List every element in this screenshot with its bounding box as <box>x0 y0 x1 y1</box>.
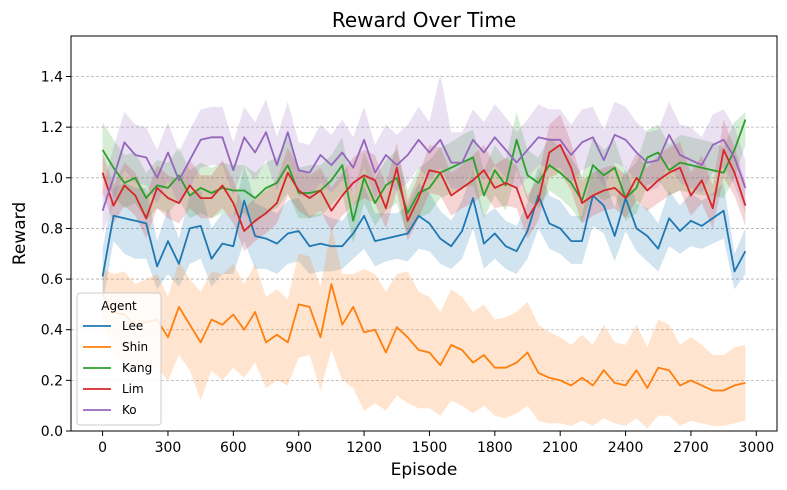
band-shin <box>102 225 746 429</box>
x-tick-label: 1800 <box>477 440 513 456</box>
y-tick-label: 0.0 <box>41 424 63 440</box>
x-tick-label: 900 <box>285 440 312 456</box>
y-tick-label: 0.6 <box>41 272 63 288</box>
legend-label-shin: Shin <box>122 340 148 354</box>
y-axis-label: Reward <box>10 202 30 265</box>
y-tick-label: 1.4 <box>41 70 63 86</box>
legend-label-ko: Ko <box>122 403 137 417</box>
line-shin <box>101 283 746 392</box>
legend-label-kang: Kang <box>122 361 152 375</box>
x-tick-label: 300 <box>155 440 182 456</box>
y-tick-label: 0.4 <box>41 323 63 339</box>
line-ko <box>101 131 747 211</box>
band-lee <box>102 165 746 305</box>
x-tick-label: 2100 <box>542 440 578 456</box>
x-tick-label: 600 <box>220 440 247 456</box>
x-tick-label: 1500 <box>412 440 448 456</box>
line-lee <box>101 194 747 277</box>
legend: Agent Lee Shin Kang Lim Ko <box>76 292 162 426</box>
x-tick-label: 1200 <box>346 440 382 456</box>
legend-label-lee: Lee <box>122 319 143 333</box>
x-tick-label: 3000 <box>738 440 774 456</box>
chart-title: Reward Over Time <box>332 8 516 32</box>
plot-frame <box>70 35 778 432</box>
y-tick-label: 1.0 <box>41 171 63 187</box>
y-tick-label: 0.2 <box>41 373 63 389</box>
y-tick-label: 1.2 <box>41 120 63 136</box>
band-ko <box>102 74 746 234</box>
x-tick-label: 2400 <box>608 440 644 456</box>
line-lim <box>101 143 747 232</box>
x-tick-label: 2700 <box>673 440 709 456</box>
line-kang <box>101 119 747 222</box>
x-axis-label: Episode <box>391 460 458 480</box>
y-tick-label: 0.8 <box>41 221 63 237</box>
series-lines <box>101 119 747 392</box>
legend-label-lim: Lim <box>122 382 144 396</box>
band-kang <box>102 112 746 244</box>
x-tick-label: 0 <box>98 440 107 456</box>
legend-title: Agent <box>101 299 137 313</box>
axis-ticks: 0.0 0.2 0.4 0.6 0.8 1.0 1.2 1.4 0 300 600 900 1200 15… <box>41 70 774 456</box>
confidence-bands <box>102 74 746 429</box>
